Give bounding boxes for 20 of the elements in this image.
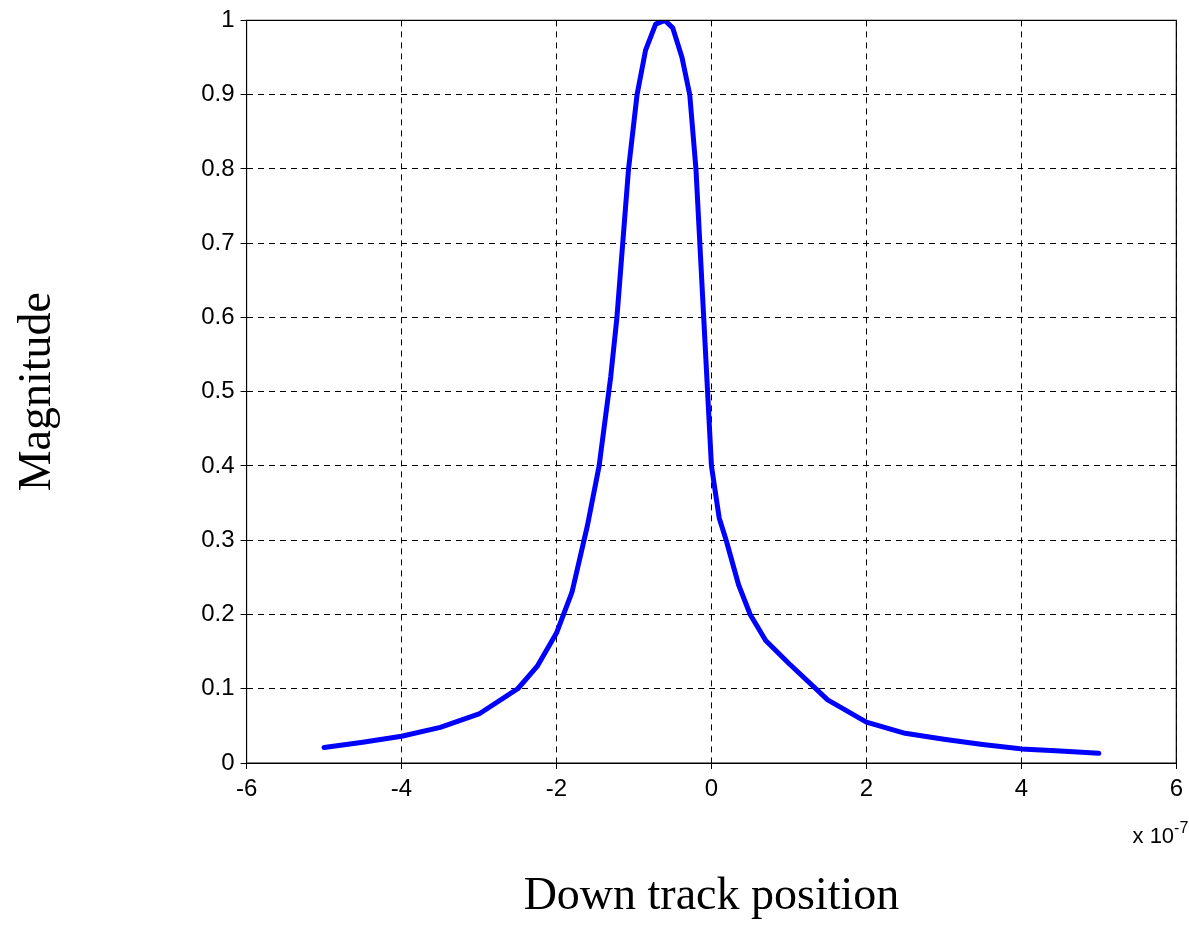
- y-tick-label: 0.9: [201, 79, 235, 107]
- y-tick-label: 0: [221, 747, 235, 775]
- x-tick-label: -4: [390, 774, 413, 802]
- x-tick-label: -2: [545, 774, 568, 802]
- x-axis-title: Down track position: [523, 868, 900, 920]
- y-tick-label: 0.2: [201, 599, 235, 627]
- x-tick-label: 0: [704, 774, 719, 802]
- x-tick-label: 2: [859, 774, 874, 802]
- y-tick-label: 0.6: [201, 302, 235, 330]
- x-tick-label: 4: [1014, 774, 1029, 802]
- y-tick-label: 0.1: [201, 673, 235, 701]
- y-tick-label: 0.3: [201, 524, 235, 552]
- y-tick-label: 0.8: [201, 153, 235, 181]
- x-tick-label: -6: [235, 774, 258, 802]
- y-tick-label: 0.7: [201, 227, 235, 255]
- x-tick-label: 6: [1169, 774, 1184, 802]
- y-tick-label: 0.4: [201, 450, 235, 478]
- y-axis-title: Magnitude: [8, 292, 60, 492]
- y-tick-label: 0.5: [201, 376, 235, 404]
- y-tick-label: 1: [221, 5, 235, 33]
